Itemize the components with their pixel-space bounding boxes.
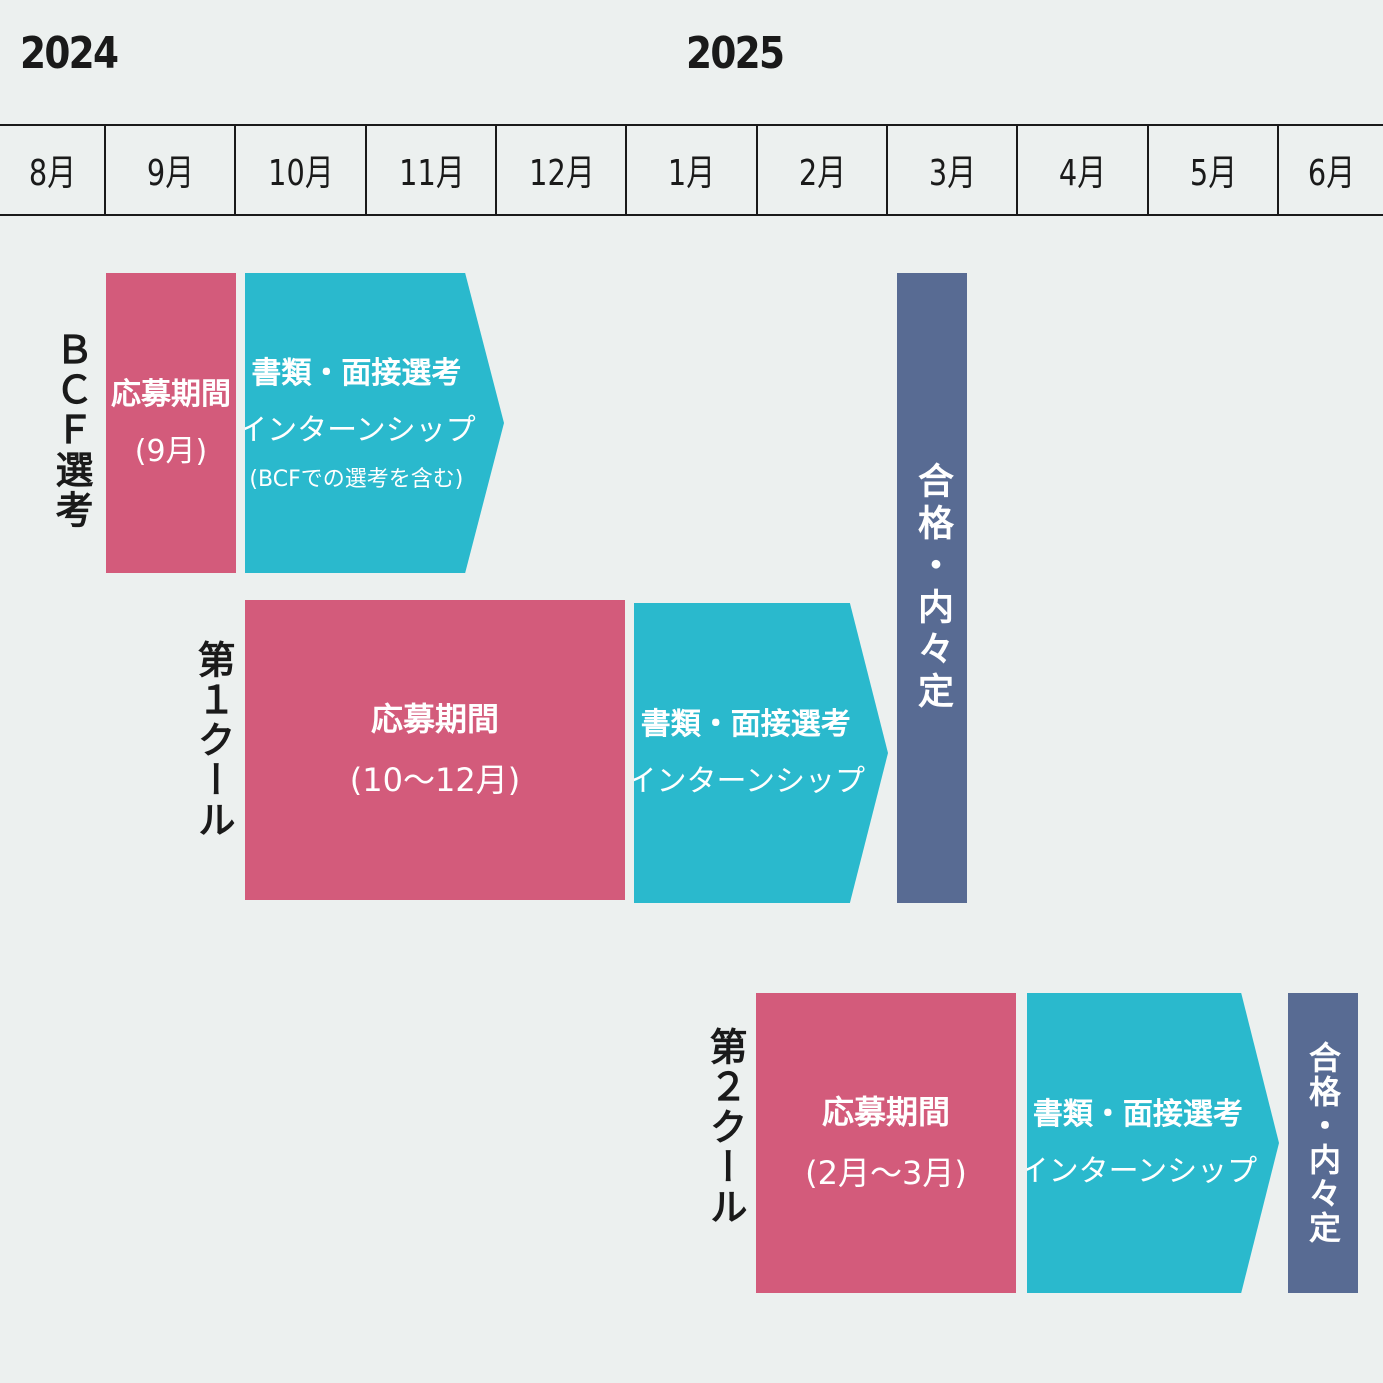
year-2025-label: 2025	[686, 28, 785, 79]
track-label-bcf: ＢＣＦ選考	[49, 330, 93, 530]
bcf-application-bar: 応募期間 (9月)	[106, 273, 236, 573]
bcf-selection-line1: 書類・面接選考	[251, 356, 462, 392]
month-aug: 8月	[28, 153, 77, 194]
cool1-application-title: 応募期間	[370, 700, 499, 739]
year-2024-label: 2024	[20, 28, 119, 79]
cool1-application-period: (10〜12月)	[349, 761, 521, 799]
month-oct: 10月	[267, 153, 334, 194]
offer-bar-1: 合格・内々定	[897, 273, 967, 903]
offer-label-2: 合格・内々定	[1304, 1041, 1342, 1245]
bcf-application-period: (9月)	[134, 434, 208, 469]
month-apr: 4月	[1058, 153, 1107, 194]
month-nov: 11月	[398, 153, 465, 194]
month-feb: 2月	[798, 153, 847, 194]
cool1-selection-arrow: 書類・面接選考 インターンシップ	[634, 603, 888, 903]
cool2-application-period: (2月〜3月)	[805, 1154, 967, 1192]
month-sep: 9月	[146, 153, 195, 194]
month-jan: 1月	[667, 153, 716, 194]
track-label-cool1: 第１クール	[191, 640, 235, 840]
cool2-selection-line1: 書類・面接選考	[1032, 1097, 1243, 1132]
bcf-selection-arrow: 書類・面接選考 インターンシップ (BCFでの選考を含む)	[245, 273, 504, 573]
cool2-selection-arrow: 書類・面接選考 インターンシップ	[1027, 993, 1279, 1293]
offer-label-1: 合格・内々定	[912, 462, 953, 714]
cool2-application-bar: 応募期間 (2月〜3月)	[756, 993, 1016, 1293]
bcf-application-title: 応募期間	[111, 377, 231, 412]
month-jun: 6月	[1307, 153, 1355, 194]
cool2-application-title: 応募期間	[821, 1093, 950, 1132]
month-may: 5月	[1189, 153, 1238, 194]
bcf-selection-line3: (BCFでの選考を含む)	[249, 467, 464, 493]
offer-bar-2: 合格・内々定	[1288, 993, 1358, 1293]
cool1-selection-line2: インターンシップ	[626, 764, 866, 799]
cool1-application-bar: 応募期間 (10〜12月)	[245, 600, 625, 900]
track-label-cool2: 第２クール	[703, 1027, 747, 1227]
bcf-selection-line2: インターンシップ	[237, 413, 476, 449]
month-dec: 12月	[528, 153, 595, 194]
cool1-selection-line1: 書類・面接選考	[640, 707, 851, 742]
month-mar: 3月	[928, 153, 977, 194]
cool2-selection-line2: インターンシップ	[1018, 1154, 1258, 1189]
month-header-row: 8月 9月 10月 11月 12月 1月 2月 3月 4月 5月 6月	[0, 124, 1383, 216]
